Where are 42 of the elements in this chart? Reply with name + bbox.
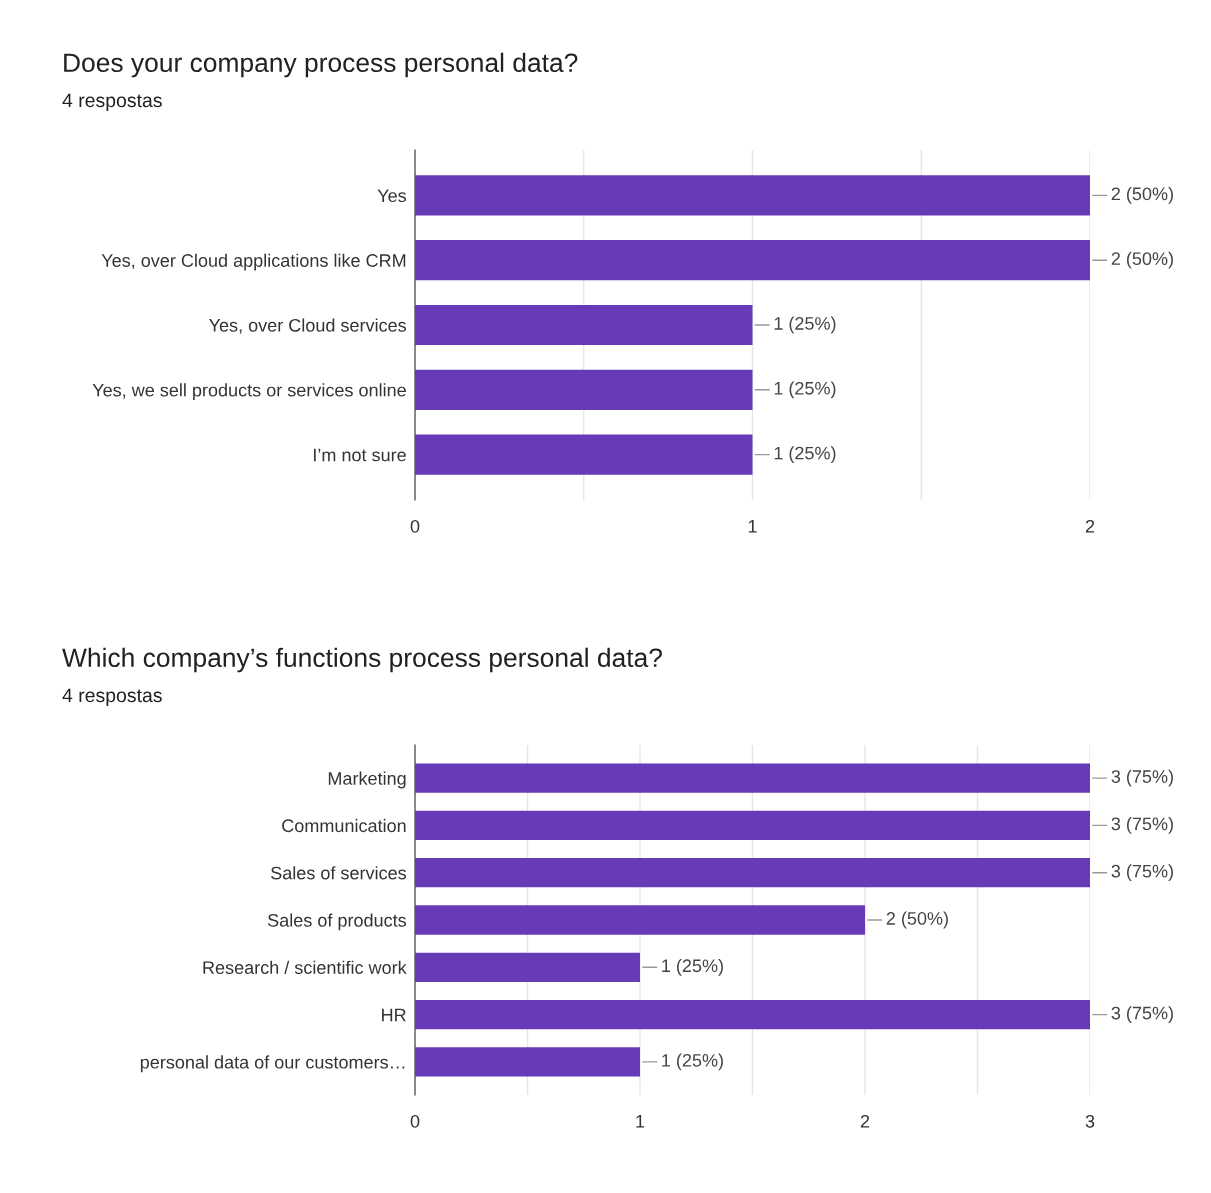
data-label: 1 (25%) [774,381,836,399]
bar [415,952,640,982]
x-tick-label: 3 [1085,1114,1095,1128]
bar [415,905,865,935]
x-tick-label: 2 [1085,519,1095,533]
data-label: 3 (75%) [1111,769,1173,787]
data-label: 1 (25%) [774,316,836,334]
y-tick-label: Yes [377,189,407,203]
chart-title: Which company’s functions process personal data? [62,647,662,673]
data-label: 1 (25%) [662,1053,723,1071]
bar [415,763,1090,793]
x-tick-label: 2 [860,1114,870,1128]
data-label: 1 (25%) [662,958,723,976]
y-tick-label: personal data of our customers… [140,1055,405,1073]
y-tick-label: Yes, we sell products or services online [92,383,406,401]
x-tick-label: 1 [636,1115,645,1128]
y-tick-label: HR [382,1008,406,1022]
data-label: 1 (25%) [774,446,836,464]
bar [415,999,1090,1030]
data-label: 2 (50%) [1111,186,1173,204]
data-label: 3 (75%) [1111,864,1173,882]
text: 4 respostas [62,93,162,112]
bar [415,1047,640,1077]
y-tick-label: Sales of services [271,866,407,880]
y-tick-label: I’m not sure [314,448,406,462]
chart-title: Does your company process personal data? [64,52,578,78]
data-label: 3 (75%) [1111,816,1173,834]
y-tick-label: Research / scientific work [203,960,407,975]
x-tick-label: 0 [410,1114,420,1128]
text: 4 respostas [62,688,162,707]
y-tick-label: Sales of products [267,913,407,931]
x-tick-label: 1 [748,520,757,533]
bar [415,858,1090,888]
y-tick-label: Marketing [328,771,406,789]
y-tick-label: Yes, over Cloud services [209,318,407,334]
y-tick-label: Communication [282,818,406,833]
data-label: 3 (75%) [1111,1006,1173,1023]
data-label: 2 (50%) [1111,251,1173,269]
x-tick-label: 0 [410,519,420,533]
y-tick-label: Yes, over Cloud applications like CRM [101,253,406,271]
bar [415,810,1090,841]
data-label: 2 (50%) [886,911,948,929]
